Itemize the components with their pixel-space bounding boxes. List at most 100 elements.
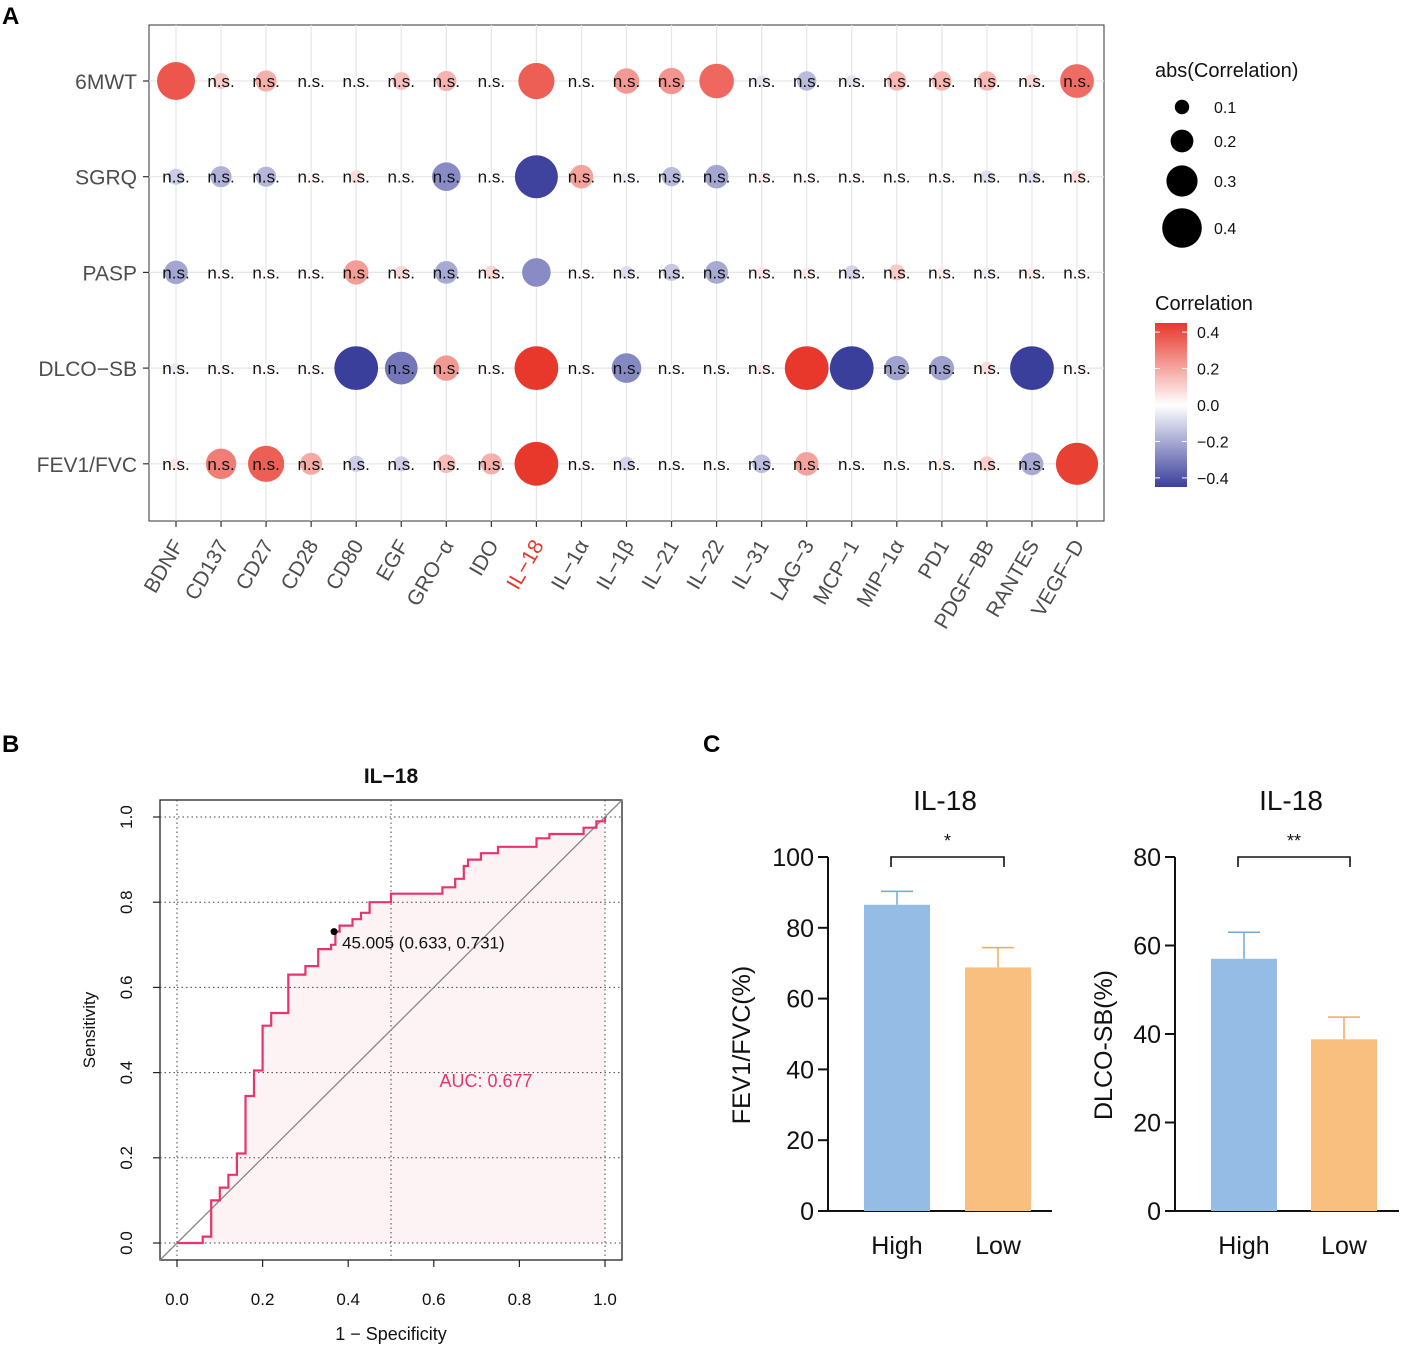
panel-a-column-label: CD80 [322, 536, 369, 594]
bar-category-label: Low [1321, 1232, 1368, 1260]
roc-ytick-label: 1.0 [117, 805, 136, 829]
significance-bracket [1237, 856, 1351, 867]
panel-a-significance-label: n.s. [883, 263, 910, 282]
size-legend-dot [1174, 99, 1190, 115]
panel-a-significance-label: n.s. [973, 455, 1000, 474]
panel-a-bubble [480, 453, 502, 475]
panel-a-bubble [433, 355, 459, 381]
roc-ytick-label: 0.0 [117, 1231, 136, 1255]
panel-a-bubble [334, 346, 379, 390]
panel-a-bubble [699, 63, 734, 99]
panel-a-significance-label: n.s. [748, 72, 775, 91]
panel-a-significance-label: n.s. [388, 72, 415, 91]
panel-a-column-label: BDNF [140, 536, 189, 597]
panel-a-bubble [344, 260, 369, 285]
panel-a-bubble [432, 162, 461, 191]
panel-a-significance-label: n.s. [838, 455, 865, 474]
panel-a-significance-label: n.s. [433, 72, 460, 91]
roc-cutoff-label: 45.005 (0.633, 0.731) [342, 934, 505, 953]
panel-a-bubble [1020, 452, 1044, 476]
panel-label-b: B [2, 731, 19, 758]
panel-a-significance-label: n.s. [883, 455, 910, 474]
roc-title: IL−18 [364, 765, 419, 788]
panel-a-bubble [658, 67, 685, 95]
panel-a-bubble [262, 268, 270, 277]
panel-a-bubble [256, 166, 277, 187]
size-legend-dot [1162, 208, 1202, 248]
panel-a-bubble [168, 168, 184, 185]
panel-a-bubble [1010, 346, 1054, 390]
bar-ytick-label: 60 [1133, 933, 1161, 961]
panel-a-column-label: IDO [465, 536, 504, 580]
bar-category-label: Low [975, 1232, 1022, 1260]
panel-a-bubble [262, 364, 270, 372]
panel-a-significance-label: n.s. [297, 263, 324, 282]
panel-a-column-label: IL−21 [637, 536, 683, 594]
panel-a-bubble [977, 71, 997, 91]
panel-a-significance-label: n.s. [838, 168, 865, 187]
panel-a-bubble [349, 170, 363, 184]
bar-low [1311, 1039, 1377, 1211]
panel-a-bubble [518, 62, 555, 100]
panel-a-legend: abs(Correlation) 0.1 0.2 0.3 0.4 Correlation 0… [1155, 60, 1298, 488]
bar-ytick-label: 80 [1133, 844, 1161, 872]
roc-auc-label: AUC: 0.677 [439, 1071, 532, 1091]
panel-a-bubble [217, 364, 225, 372]
panel-a-column-label: CD27 [232, 536, 279, 594]
panel-a-significance-label: n.s. [703, 455, 730, 474]
panel-a-bubble [979, 456, 995, 472]
panel-a-bubble [661, 167, 682, 187]
panel-a-significance-label: n.s. [433, 359, 460, 378]
panel-a-significance-label: n.s. [252, 72, 279, 91]
panel-a-bubble [353, 78, 360, 84]
size-legend-dot [1166, 165, 1198, 197]
panel-a-bubble [487, 364, 496, 372]
panel-a-bubble [667, 364, 676, 372]
roc-xtick-label: 0.4 [336, 1290, 360, 1309]
panel-a-bubble [893, 460, 901, 468]
panel-a-bubble [667, 460, 676, 468]
roc-ytick-label: 0.6 [117, 976, 136, 1000]
bar-high [864, 904, 930, 1211]
panel-a-significance-label: n.s. [658, 168, 685, 187]
panel-a-bubble [611, 353, 642, 383]
panel-a-bubble [784, 346, 829, 390]
panel-label-a: A [2, 3, 19, 30]
panel-a-significance-label: n.s. [252, 263, 279, 282]
panel-a-bubble [577, 364, 586, 372]
panel-a-bubble [306, 172, 316, 181]
panel-a-bubble [847, 460, 856, 468]
panel-a-bubble [663, 263, 681, 281]
panel-a-bubble [847, 172, 856, 181]
panel-a-bubble [620, 266, 633, 279]
panel-a-significance-label: n.s. [162, 359, 189, 378]
panel-a-bubble [394, 265, 409, 280]
panel-a-bubble [577, 460, 586, 468]
panel-a-column-label: CD137 [181, 536, 234, 604]
size-legend-dot [1170, 129, 1194, 153]
panel-a-row-label: DLCO−SB [38, 358, 137, 381]
bar-y-axis-label: DLCO-SB(%) [1090, 970, 1118, 1120]
panel-c-right-bar-chart: IL-18 0 20 40 60 80 High Low ** DLCO-SB(%) [1090, 785, 1399, 1260]
panel-a-significance-label: n.s. [207, 72, 234, 91]
bar-category-label: High [871, 1232, 922, 1260]
panel-a-significance-label: n.s. [568, 359, 595, 378]
panel-a-significance-label: n.s. [793, 168, 820, 187]
panel-a-bubble [213, 73, 230, 89]
panel-a-bubble [488, 173, 495, 180]
panel-a-significance-label: n.s. [433, 168, 460, 187]
panel-label-c: C [703, 731, 720, 758]
panel-a-significance-label: n.s. [1018, 72, 1045, 91]
panel-a-significance-label: n.s. [342, 263, 369, 282]
panel-a-bubble [621, 171, 632, 182]
bar-chart-title: IL-18 [913, 785, 977, 816]
panel-a-significance-label: n.s. [703, 359, 730, 378]
significance-marker: ** [1287, 831, 1301, 851]
panel-a-bubble [936, 267, 947, 278]
panel-a-significance-label: n.s. [1063, 168, 1090, 187]
panel-a-bubble [164, 260, 188, 285]
panel-a-bubble [1070, 170, 1084, 184]
panel-a-bubble [170, 363, 182, 374]
roc-ytick-label: 0.8 [117, 890, 136, 914]
panel-a-significance-label: n.s. [478, 263, 505, 282]
